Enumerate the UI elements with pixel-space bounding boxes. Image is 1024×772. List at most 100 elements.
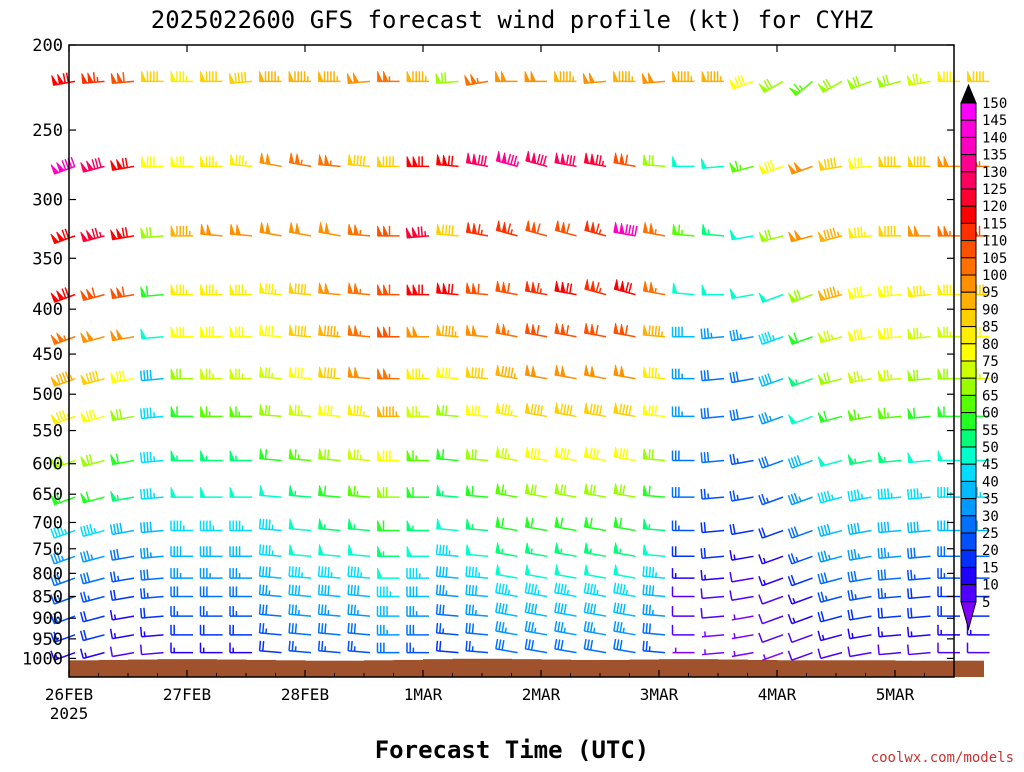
- colorbar-cell: [961, 585, 976, 602]
- barb-full: [351, 566, 352, 576]
- terrain-block: [777, 660, 807, 677]
- barb-half: [602, 161, 603, 166]
- barb-full: [150, 522, 151, 532]
- terrain-block: [99, 660, 129, 677]
- barb-full: [272, 284, 273, 294]
- barb-full: [908, 588, 909, 598]
- barb-full: [908, 608, 909, 618]
- x-tick-sublabel: 2025: [50, 704, 89, 723]
- y-tick-label: 1000: [22, 649, 63, 669]
- barb-full: [878, 548, 879, 558]
- barb-full: [881, 522, 882, 532]
- barb-full: [472, 449, 473, 459]
- y-tick-label: 350: [32, 249, 63, 269]
- colorbar-label: 90: [982, 302, 999, 318]
- colorbar-cell: [961, 206, 976, 223]
- barb-full: [144, 608, 145, 618]
- barb-full: [914, 522, 915, 532]
- barb-full: [144, 452, 145, 462]
- barb-full: [298, 368, 299, 378]
- barb-full: [242, 156, 243, 166]
- barb-full: [334, 326, 335, 336]
- barb-full: [881, 548, 882, 558]
- colorbar-cell: [961, 309, 976, 326]
- barb-full: [884, 328, 885, 338]
- barb-full: [322, 585, 323, 595]
- barb-full: [322, 605, 323, 615]
- barb-full: [878, 489, 879, 499]
- colorbar-cell: [961, 447, 976, 464]
- barb-full: [701, 570, 702, 580]
- credit-label: coolwx.com/models: [871, 750, 1014, 766]
- barb-full: [646, 566, 647, 576]
- barb-full: [653, 567, 654, 577]
- barb-full: [861, 227, 862, 237]
- barb-full: [908, 570, 909, 580]
- barb-half: [508, 330, 509, 335]
- terrain-block: [246, 660, 276, 677]
- colorbar-label: 110: [982, 234, 1007, 250]
- barb-full: [269, 567, 270, 577]
- barb-full: [472, 486, 473, 496]
- barb-full: [704, 452, 705, 462]
- barb-full: [325, 367, 326, 377]
- x-tick-label: 26FEB: [45, 685, 93, 704]
- barb-full: [649, 567, 650, 577]
- barb-full: [449, 225, 450, 235]
- barb-full: [260, 623, 261, 633]
- barb-full: [331, 406, 332, 416]
- terrain-layer: [69, 659, 984, 677]
- barb-full: [858, 227, 859, 237]
- barb-full: [141, 588, 142, 598]
- barb-full: [440, 566, 441, 576]
- terrain-block: [718, 660, 748, 677]
- terrain-block: [659, 659, 689, 677]
- barb-half: [734, 651, 735, 656]
- barb-full: [364, 156, 365, 166]
- barb-full: [917, 328, 918, 338]
- colorbar-label: 45: [982, 457, 999, 473]
- colorbar-label: 50: [982, 440, 999, 456]
- barb-full: [911, 489, 912, 499]
- barb-full: [449, 368, 450, 378]
- barb-full: [891, 328, 892, 338]
- barb-full: [269, 368, 270, 378]
- terrain-block: [394, 660, 424, 677]
- barb-full: [266, 325, 267, 335]
- barb-full: [911, 548, 912, 558]
- y-tick-label: 250: [32, 121, 63, 141]
- barb-half: [531, 549, 532, 554]
- barb-full: [141, 548, 142, 558]
- barb-full: [469, 585, 470, 595]
- barb-full: [292, 605, 293, 615]
- barb-half: [538, 590, 539, 595]
- barb-full: [914, 370, 915, 380]
- barb-full: [354, 567, 355, 577]
- colorbar-label: 5: [982, 595, 990, 611]
- barb-full: [475, 405, 476, 415]
- barb-full: [147, 227, 148, 237]
- barb-full: [655, 406, 656, 416]
- barb-full: [295, 283, 296, 293]
- barb-full: [331, 326, 332, 336]
- barb-half: [540, 289, 541, 294]
- barb-full: [236, 155, 237, 165]
- barb-full: [472, 405, 473, 415]
- terrain-block: [69, 660, 99, 677]
- barb-full: [295, 325, 296, 335]
- colorbar-cell: [961, 155, 976, 172]
- barb-full: [437, 641, 438, 651]
- barb-full: [319, 585, 320, 595]
- barb-half: [505, 490, 506, 495]
- barb-full: [443, 449, 444, 459]
- barb-full: [452, 326, 453, 336]
- barb-full: [475, 368, 476, 378]
- barb-full: [704, 370, 705, 380]
- barb-full: [652, 405, 653, 415]
- barb-half: [861, 375, 862, 380]
- terrain-block: [836, 660, 866, 677]
- barb-full: [443, 325, 444, 335]
- barb-full: [260, 641, 261, 651]
- terrain-block: [128, 660, 158, 677]
